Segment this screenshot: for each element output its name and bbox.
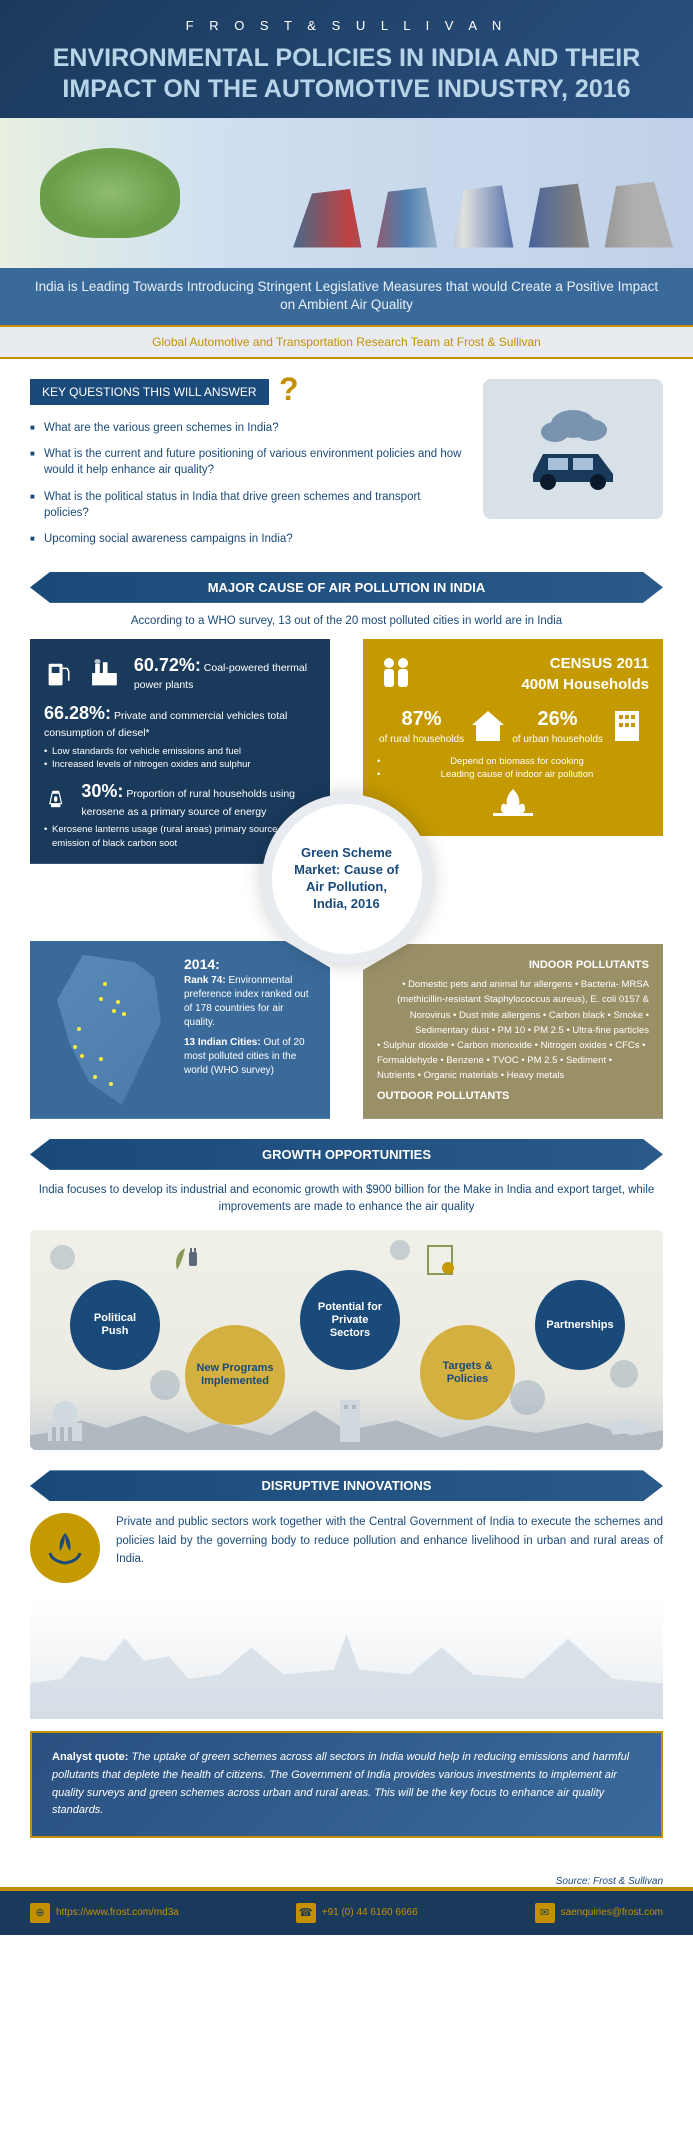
footer: ⊕ https://www.frost.com/md3a ☎ +91 (0) 44 … [0,1887,693,1935]
rural-percent: 87% [379,705,464,733]
footer-phone[interactable]: ☎ +91 (0) 44 6160 6666 [296,1903,418,1923]
growth-bubble: Potential for Private Sectors [300,1270,400,1370]
phone-icon: ☎ [296,1903,316,1923]
who-survey-line: According to a WHO survey, 13 out of the… [30,615,663,627]
growth-bubble: New Programs Implemented [185,1325,285,1425]
fire-icon [483,787,543,817]
power-plant-icon [89,653,120,693]
growth-bubbles: Political Push New Programs ImplementedPo… [30,1230,663,1450]
key-questions-header: KEY QUESTIONS THIS WILL ANSWER [30,379,269,405]
quadrant-map: 2014: Rank 74: Environmental preference … [30,941,330,1119]
source-credit: Source: Frost & Sullivan [0,1876,663,1887]
growth-bubble: Targets & Policies [420,1325,515,1420]
census-title: CENSUS 2011 [521,653,649,674]
city-dot [77,1027,81,1031]
city-dot [112,1009,116,1013]
indoor-pollutants-list: • Domestic pets and animal fur allergens… [377,977,649,1038]
indoor-pollutants-header: INDOOR POLLUTANTS [377,958,649,973]
quote-label: Analyst quote: [52,1751,128,1763]
tower-icon [330,1395,370,1445]
footer-email[interactable]: ✉ saenquiries@frost.com [535,1903,663,1923]
rural-label: of rural households [379,734,464,745]
footer-phone-text: +91 (0) 44 6160 6666 [322,1907,418,1918]
center-circle: Green Scheme Market: Cause of Air Pollut… [262,794,432,964]
growth-intro: India focuses to develop its industrial … [30,1182,663,1217]
quadrant-pollutants: INDOOR POLLUTANTS • Domestic pets and an… [363,944,663,1119]
hands-leaf-icon [30,1513,100,1583]
leaf-plug-icon [165,1240,205,1280]
car-smoke-icon [513,404,633,494]
main-title: ENVIRONMENTAL POLICIES IN INDIA AND THEI… [30,43,663,106]
family-icon [377,653,417,693]
car-illustration [483,379,663,519]
cause-quadrants: 60.72%: Coal-powered thermal power plant… [30,639,663,1119]
outdoor-pollutants-list: • Sulphur dioxide • Carbon monoxide • Ni… [377,1038,649,1084]
city-dot [80,1054,84,1058]
capitol-icon [40,1395,90,1445]
key-question-item: What is the current and future positioni… [30,441,463,483]
analyst-quote: Analyst quote: The uptake of green schem… [30,1731,663,1837]
city-dot [109,1082,113,1086]
cities-label: 13 Indian Cities: [184,1037,261,1048]
handshake-icon [603,1405,653,1445]
key-question-item: What are the various green schemes in In… [30,415,463,441]
brand: F R O S T & S U L L I V A N [30,18,663,33]
footer-email-text: saenquiries@frost.com [561,1907,663,1918]
key-questions-section: KEY QUESTIONS THIS WILL ANSWER What are … [30,379,663,552]
growth-header: GROWTH OPPORTUNITIES [30,1139,663,1170]
key-question-item: What is the political status in India th… [30,484,463,526]
census-bullets: Depend on biomass for cookingLeading cau… [377,755,649,782]
urban-label: of urban households [512,734,603,745]
globe-icon: ⊕ [30,1903,50,1923]
house-icon [468,705,508,745]
major-cause-header: MAJOR CAUSE OF AIR POLLUTION IN INDIA [30,572,663,603]
census-households: 400M Households [521,674,649,695]
diesel-percent: 66.28%: [44,703,111,723]
disruptive-text: Private and public sectors work together… [116,1513,663,1568]
disruptive-header: DISRUPTIVE INNOVATIONS [30,1470,663,1501]
quote-text: The uptake of green schemes across all s… [52,1751,629,1816]
key-question-item: Upcoming social awareness campaigns in I… [30,526,463,552]
city-dot [99,1057,103,1061]
kerosene-percent: 30%: [81,781,123,801]
monuments-silhouette [30,1599,663,1719]
growth-bubble: Partnerships [535,1280,625,1370]
rank-label: Rank 74: [184,975,226,986]
city-dot [122,1012,126,1016]
growth-bubble: Political Push [70,1280,160,1370]
center-circle-text: Green Scheme Market: Cause of Air Pollut… [292,845,402,913]
outdoor-pollutants-header: OUTDOOR POLLUTANTS [377,1089,649,1104]
city-dot [103,982,107,986]
header: F R O S T & S U L L I V A N ENVIRONMENTA… [0,0,693,118]
team-credit: Global Automotive and Transportation Res… [0,325,693,359]
footer-url-text: https://www.frost.com/md3a [56,1907,179,1918]
city-dot [73,1045,77,1049]
mail-icon: ✉ [535,1903,555,1923]
fuel-pump-icon [44,653,75,693]
urban-percent: 26% [512,705,603,733]
building-icon [607,705,647,745]
city-dot [116,1000,120,1004]
footer-url[interactable]: ⊕ https://www.frost.com/md3a [30,1903,179,1923]
lantern-icon [44,779,67,819]
certificate-icon [420,1240,460,1280]
coal-percent: 60.72%: [134,655,201,675]
hero-image [0,118,693,268]
diesel-bullets: Low standards for vehicle emissions and … [44,745,316,772]
disruptive-section: Private and public sectors work together… [30,1513,663,1583]
lead-statement: India is Leading Towards Introducing Str… [0,268,693,326]
key-questions-list: What are the various green schemes in In… [30,415,463,552]
quadrant-census: CENSUS 2011 400M Households 87%of rural … [363,639,663,836]
city-dot [93,1075,97,1079]
city-dot [99,997,103,1001]
